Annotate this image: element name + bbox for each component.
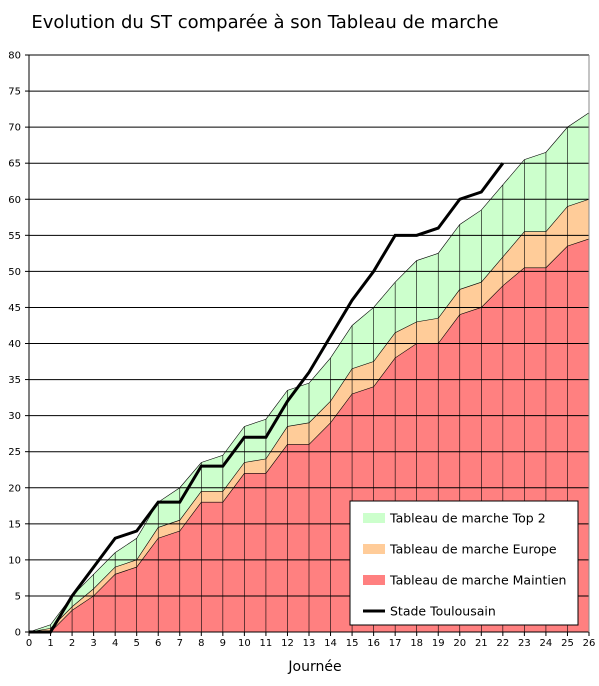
x-tick-label-24: 24	[540, 638, 553, 649]
legend-label-2: Tableau de marche Europe	[389, 542, 557, 557]
y-tick-label-60: 60	[8, 195, 21, 206]
y-tick-label-5: 5	[15, 591, 21, 602]
x-tick-label-25: 25	[561, 638, 574, 649]
legend-label-1: Tableau de marche Top 2	[389, 511, 546, 526]
x-tick-label-0: 0	[26, 638, 32, 649]
legend-swatch-1	[363, 513, 385, 523]
x-tick-label-17: 17	[389, 638, 402, 649]
x-tick-label-13: 13	[303, 638, 316, 649]
legend: Tableau de marche Top 2 Tableau de marche…	[349, 500, 579, 626]
x-tick-label-4: 4	[112, 638, 118, 649]
y-tick-label-25: 25	[8, 447, 21, 458]
legend-swatch-3	[363, 575, 385, 585]
line-layer	[29, 162, 505, 634]
y-tick-label-45: 45	[8, 303, 21, 314]
x-tick-label-20: 20	[453, 638, 466, 649]
y-tick-label-0: 0	[15, 628, 21, 639]
x-tick-label-21: 21	[475, 638, 488, 649]
x-axis-title: Journée	[287, 659, 341, 675]
legend-swatch-2	[363, 544, 385, 554]
x-tick-label-26: 26	[583, 638, 596, 649]
y-tick-label-65: 65	[8, 159, 21, 170]
y-tick-label-35: 35	[8, 375, 21, 386]
chart-title: Evolution du ST comparée à son Tableau d…	[31, 12, 499, 33]
y-tick-label-40: 40	[8, 339, 21, 350]
x-tick-label-23: 23	[518, 638, 531, 649]
y-tick-label-70: 70	[8, 123, 21, 134]
legend-box	[349, 500, 579, 626]
x-tick-label-7: 7	[177, 638, 183, 649]
x-tick-label-10: 10	[238, 638, 251, 649]
y-tick-label-20: 20	[8, 483, 21, 494]
x-tick-label-5: 5	[134, 638, 140, 649]
legend-label-3: Tableau de marche Maintien	[389, 573, 566, 588]
x-tick-label-11: 11	[260, 638, 273, 649]
x-tick-label-12: 12	[281, 638, 294, 649]
x-tick-label-18: 18	[410, 638, 423, 649]
y-tick-label-30: 30	[8, 411, 21, 422]
legend-label-4: Stade Toulousain	[390, 604, 496, 619]
x-tick-label-3: 3	[90, 638, 96, 649]
x-tick-label-15: 15	[346, 638, 359, 649]
x-tick-label-19: 19	[432, 638, 445, 649]
x-tick-label-6: 6	[155, 638, 161, 649]
y-tick-label-55: 55	[8, 231, 21, 242]
x-tick-label-2: 2	[69, 638, 75, 649]
y-tick-label-50: 50	[8, 267, 21, 278]
y-tick-label-80: 80	[8, 51, 21, 62]
x-tick-label-1: 1	[47, 638, 53, 649]
x-tick-label-14: 14	[324, 638, 337, 649]
line-series-1	[29, 162, 505, 634]
x-tick-label-9: 9	[220, 638, 226, 649]
y-tick-label-75: 75	[8, 87, 21, 98]
y-tick-label-10: 10	[8, 555, 21, 566]
y-tick-label-15: 15	[8, 519, 21, 530]
x-tick-label-16: 16	[367, 638, 380, 649]
x-tick-label-22: 22	[496, 638, 509, 649]
x-tick-label-8: 8	[198, 638, 204, 649]
